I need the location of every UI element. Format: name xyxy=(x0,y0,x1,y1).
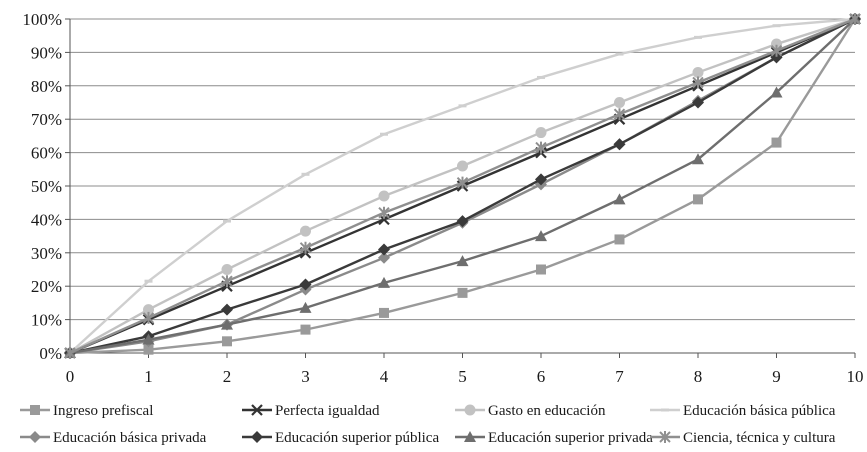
legend-label: Ciencia, técnica y cultura xyxy=(683,430,836,446)
x-tick-label: 10 xyxy=(847,367,864,386)
legend-marker xyxy=(464,431,476,442)
legend-marker xyxy=(29,431,41,443)
y-tick-label: 80% xyxy=(31,77,62,96)
axes: 0% 10% 20% 30% 40% 50% 60% 70% 80% 90% 100% 0 1 2 3 4 5 6… xyxy=(22,10,863,386)
legend-label: Ingreso prefiscal xyxy=(53,403,153,419)
data-point xyxy=(692,96,704,109)
x-tick-label: 4 xyxy=(380,367,389,386)
data-point xyxy=(770,86,783,98)
legend-label: Perfecta igualdad xyxy=(275,403,380,419)
legend-label: Educación superior pública xyxy=(275,430,439,446)
series-6 xyxy=(64,13,861,358)
series-3 xyxy=(66,17,859,355)
legend-marker xyxy=(659,431,671,443)
x-tick-label: 1 xyxy=(144,367,153,386)
legend-marker xyxy=(251,404,263,416)
data-point xyxy=(64,347,76,359)
data-point xyxy=(692,153,704,165)
data-point xyxy=(378,251,390,264)
data-point xyxy=(379,307,389,318)
x-tick-label: 9 xyxy=(772,367,781,386)
data-point xyxy=(378,243,390,256)
data-point xyxy=(300,225,311,237)
x-tick-label: 8 xyxy=(694,367,703,386)
legend: Ingreso prefiscal Perfecta igualdad Gasto … xyxy=(20,403,836,446)
data-point xyxy=(142,311,155,324)
legend-item: Gasto en educación xyxy=(455,403,606,419)
data-point xyxy=(299,301,312,313)
data-point xyxy=(299,241,312,254)
data-point xyxy=(535,141,547,154)
data-point xyxy=(221,318,233,330)
y-tick-label: 70% xyxy=(31,110,62,129)
x-tick-label: 6 xyxy=(537,367,546,386)
legend-label: Educación superior privada xyxy=(488,430,653,446)
x-tick-label: 3 xyxy=(301,367,310,386)
data-point xyxy=(613,108,626,121)
data-point xyxy=(221,303,233,316)
data-point xyxy=(457,287,468,298)
data-point xyxy=(378,276,390,288)
data-point xyxy=(535,127,547,139)
data-point xyxy=(613,138,626,151)
legend-marker xyxy=(251,431,263,443)
y-tick-label: 30% xyxy=(31,244,62,263)
legend-item: Educación básica pública xyxy=(650,403,836,419)
x-tick-label: 0 xyxy=(66,367,75,386)
data-point xyxy=(222,336,232,347)
y-tick-label: 20% xyxy=(31,277,62,296)
data-point xyxy=(771,137,782,148)
y-tick-label: 50% xyxy=(31,177,62,196)
data-point xyxy=(300,324,311,335)
y-tick-label: 10% xyxy=(31,311,62,330)
data-point xyxy=(456,176,469,189)
data-point xyxy=(535,230,547,242)
legend-item: Educación básica privada xyxy=(20,430,207,446)
series-7 xyxy=(64,13,861,359)
data-point xyxy=(692,66,704,78)
series-group xyxy=(64,13,861,359)
legend-label: Educación básica privada xyxy=(53,430,207,446)
x-tick-label: 7 xyxy=(615,367,624,386)
data-point xyxy=(613,193,626,205)
x-tick-label: 2 xyxy=(223,367,232,386)
data-point xyxy=(456,215,469,228)
x-tick-label: 5 xyxy=(458,367,467,386)
data-point xyxy=(221,264,233,275)
y-tick-label: 100% xyxy=(22,10,62,29)
legend-item: Educación superior pública xyxy=(242,430,439,446)
legend-item: Perfecta igualdad xyxy=(242,403,380,419)
legend-item: Ingreso prefiscal xyxy=(20,403,153,419)
data-point xyxy=(692,76,704,89)
data-point xyxy=(770,44,783,57)
data-point xyxy=(143,344,154,355)
legend-marker xyxy=(30,405,40,415)
data-point xyxy=(143,304,154,316)
y-tick-label: 90% xyxy=(31,43,62,62)
data-point xyxy=(457,160,468,172)
data-point xyxy=(378,206,390,219)
data-point xyxy=(535,173,547,186)
data-point xyxy=(221,275,233,288)
legend-marker xyxy=(464,404,476,416)
y-tick-label: 40% xyxy=(31,210,62,229)
data-point xyxy=(614,97,625,108)
legend-item: Educación superior privada xyxy=(455,430,653,446)
data-point xyxy=(142,333,155,345)
data-point xyxy=(299,278,312,291)
legend-label: Gasto en educación xyxy=(488,403,606,419)
data-point xyxy=(614,234,625,245)
data-point xyxy=(536,264,546,275)
y-tick-label: 0% xyxy=(39,344,62,363)
y-tick-label: 60% xyxy=(31,144,62,163)
legend-item: Ciencia, técnica y cultura xyxy=(650,430,836,446)
data-point xyxy=(849,13,861,25)
data-point xyxy=(456,255,469,267)
data-point xyxy=(378,190,390,202)
legend-label: Educación básica pública xyxy=(683,403,836,419)
data-point xyxy=(693,194,703,205)
